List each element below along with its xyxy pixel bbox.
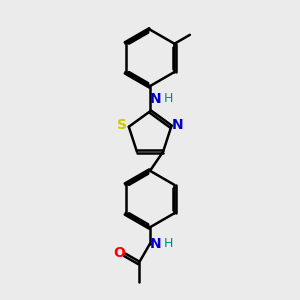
Text: N: N xyxy=(172,118,184,132)
Text: O: O xyxy=(113,246,125,260)
Text: H: H xyxy=(164,237,173,250)
Text: N: N xyxy=(149,92,161,106)
Text: N: N xyxy=(149,237,161,250)
Text: S: S xyxy=(117,118,127,132)
Text: H: H xyxy=(164,92,173,105)
